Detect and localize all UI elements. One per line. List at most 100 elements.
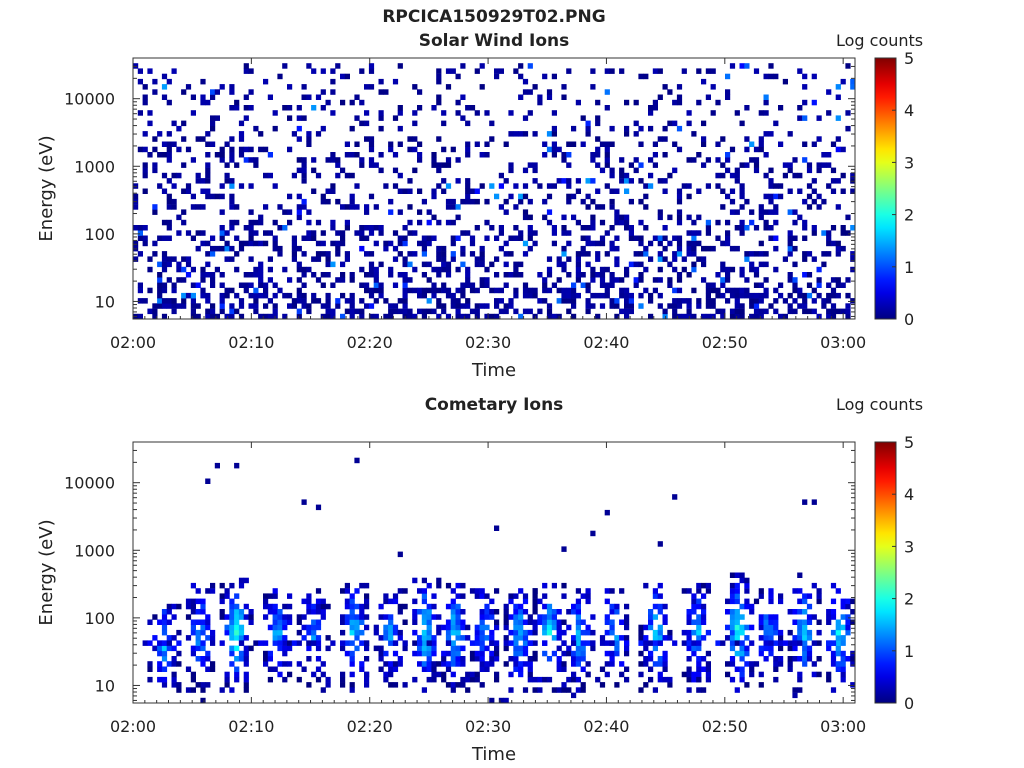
heatmap-cell (412, 136, 418, 142)
heatmap-cell (455, 235, 461, 241)
heatmap-cell (835, 666, 841, 672)
heatmap-cell (450, 656, 456, 662)
heatmap-cell (185, 188, 192, 194)
heatmap-cell (460, 645, 466, 652)
heatmap-cell (340, 614, 346, 620)
heatmap-cell (243, 603, 249, 610)
heatmap-cell (604, 230, 610, 236)
heatmap-cell (763, 656, 769, 662)
heatmap-cell (662, 614, 668, 620)
heatmap-cell (590, 277, 596, 283)
heatmap-cell (205, 682, 211, 688)
heatmap-cell (450, 198, 456, 205)
heatmap-cell (753, 298, 760, 304)
heatmap-cell (604, 162, 610, 168)
heatmap-cell (802, 298, 808, 304)
heatmap-cell (571, 656, 577, 662)
heatmap-cell (811, 614, 817, 620)
heatmap-cell (287, 640, 293, 646)
heatmap-cell (705, 225, 711, 231)
heatmap-cell (513, 609, 519, 615)
heatmap-cell (676, 94, 683, 100)
heatmap-cell (378, 152, 384, 158)
heatmap-cell (263, 313, 269, 320)
heatmap-cell (359, 235, 365, 241)
heatmap-cell (527, 225, 533, 231)
heatmap-cell (166, 178, 172, 184)
heatmap-cell (306, 131, 312, 137)
heatmap-cell (147, 120, 153, 127)
heatmap-cell (696, 687, 702, 693)
heatmap-cell (806, 272, 813, 278)
heatmap-cell (479, 152, 485, 158)
heatmap-cell (267, 94, 273, 100)
heatmap-cell (267, 256, 273, 262)
heatmap-cell (368, 313, 375, 320)
heatmap-cell (397, 172, 403, 179)
heatmap-cell (421, 666, 427, 672)
heatmap-cell (238, 303, 245, 309)
heatmap-cell (402, 303, 408, 309)
heatmap-cell (157, 676, 163, 683)
heatmap-cell (792, 588, 798, 594)
heatmap-cell (301, 303, 307, 309)
heatmap-cell (797, 68, 803, 74)
heatmap-cell (176, 261, 182, 268)
heatmap-cell (845, 656, 851, 662)
heatmap-cell (725, 157, 731, 163)
y-axis-label: Energy (eV) (36, 135, 57, 241)
heatmap-cell (744, 588, 750, 594)
heatmap-cell (686, 671, 692, 678)
heatmap-cell (676, 251, 683, 257)
heatmap-cell (546, 629, 553, 636)
heatmap-cell (378, 603, 384, 610)
heatmap-cell (624, 308, 630, 315)
heatmap-cell (729, 245, 736, 252)
heatmap-cell (498, 697, 504, 704)
heatmap-cell (301, 84, 307, 90)
heatmap-cell (291, 298, 297, 304)
heatmap-cell (392, 245, 399, 252)
heatmap-cell (667, 240, 673, 247)
heatmap-cell (734, 614, 740, 620)
heatmap-cell (147, 308, 153, 315)
heatmap-cell (628, 261, 634, 268)
heatmap-cell (527, 292, 533, 299)
heatmap-cell (744, 624, 750, 631)
heatmap-cell (431, 152, 437, 158)
heatmap-cell (407, 277, 413, 283)
heatmap-cell (291, 235, 297, 241)
heatmap-cell (705, 292, 711, 299)
heatmap-cell (720, 308, 726, 315)
heatmap-cell (200, 697, 206, 704)
heatmap-cell (277, 629, 283, 636)
heatmap-cell (335, 251, 341, 257)
heatmap-cell (234, 645, 240, 652)
heatmap-cell (527, 214, 533, 221)
heatmap-cell (749, 303, 755, 309)
heatmap-cell (494, 609, 500, 615)
heatmap-cell (224, 593, 230, 599)
heatmap-cell (301, 272, 307, 278)
heatmap-cell (590, 645, 596, 652)
heatmap-cell (522, 619, 529, 625)
heatmap-cell (383, 245, 389, 252)
heatmap-cell (624, 266, 630, 273)
heatmap-cell (282, 266, 288, 273)
heatmap-cell (234, 603, 240, 610)
heatmap-cell (758, 146, 764, 153)
heatmap-cell (474, 261, 480, 268)
heatmap-cell (397, 63, 403, 69)
heatmap-cell (445, 68, 452, 74)
heatmap-cell (792, 692, 798, 699)
heatmap-cell (792, 619, 798, 625)
heatmap-cell (272, 635, 278, 641)
heatmap-cell (402, 188, 408, 194)
heatmap-cell (561, 298, 567, 304)
heatmap-cell (234, 204, 240, 210)
heatmap-cell (383, 614, 389, 620)
heatmap-cell (142, 240, 148, 247)
heatmap-cell (575, 598, 581, 605)
heatmap-cell (185, 635, 192, 641)
heatmap-cell (734, 308, 740, 315)
